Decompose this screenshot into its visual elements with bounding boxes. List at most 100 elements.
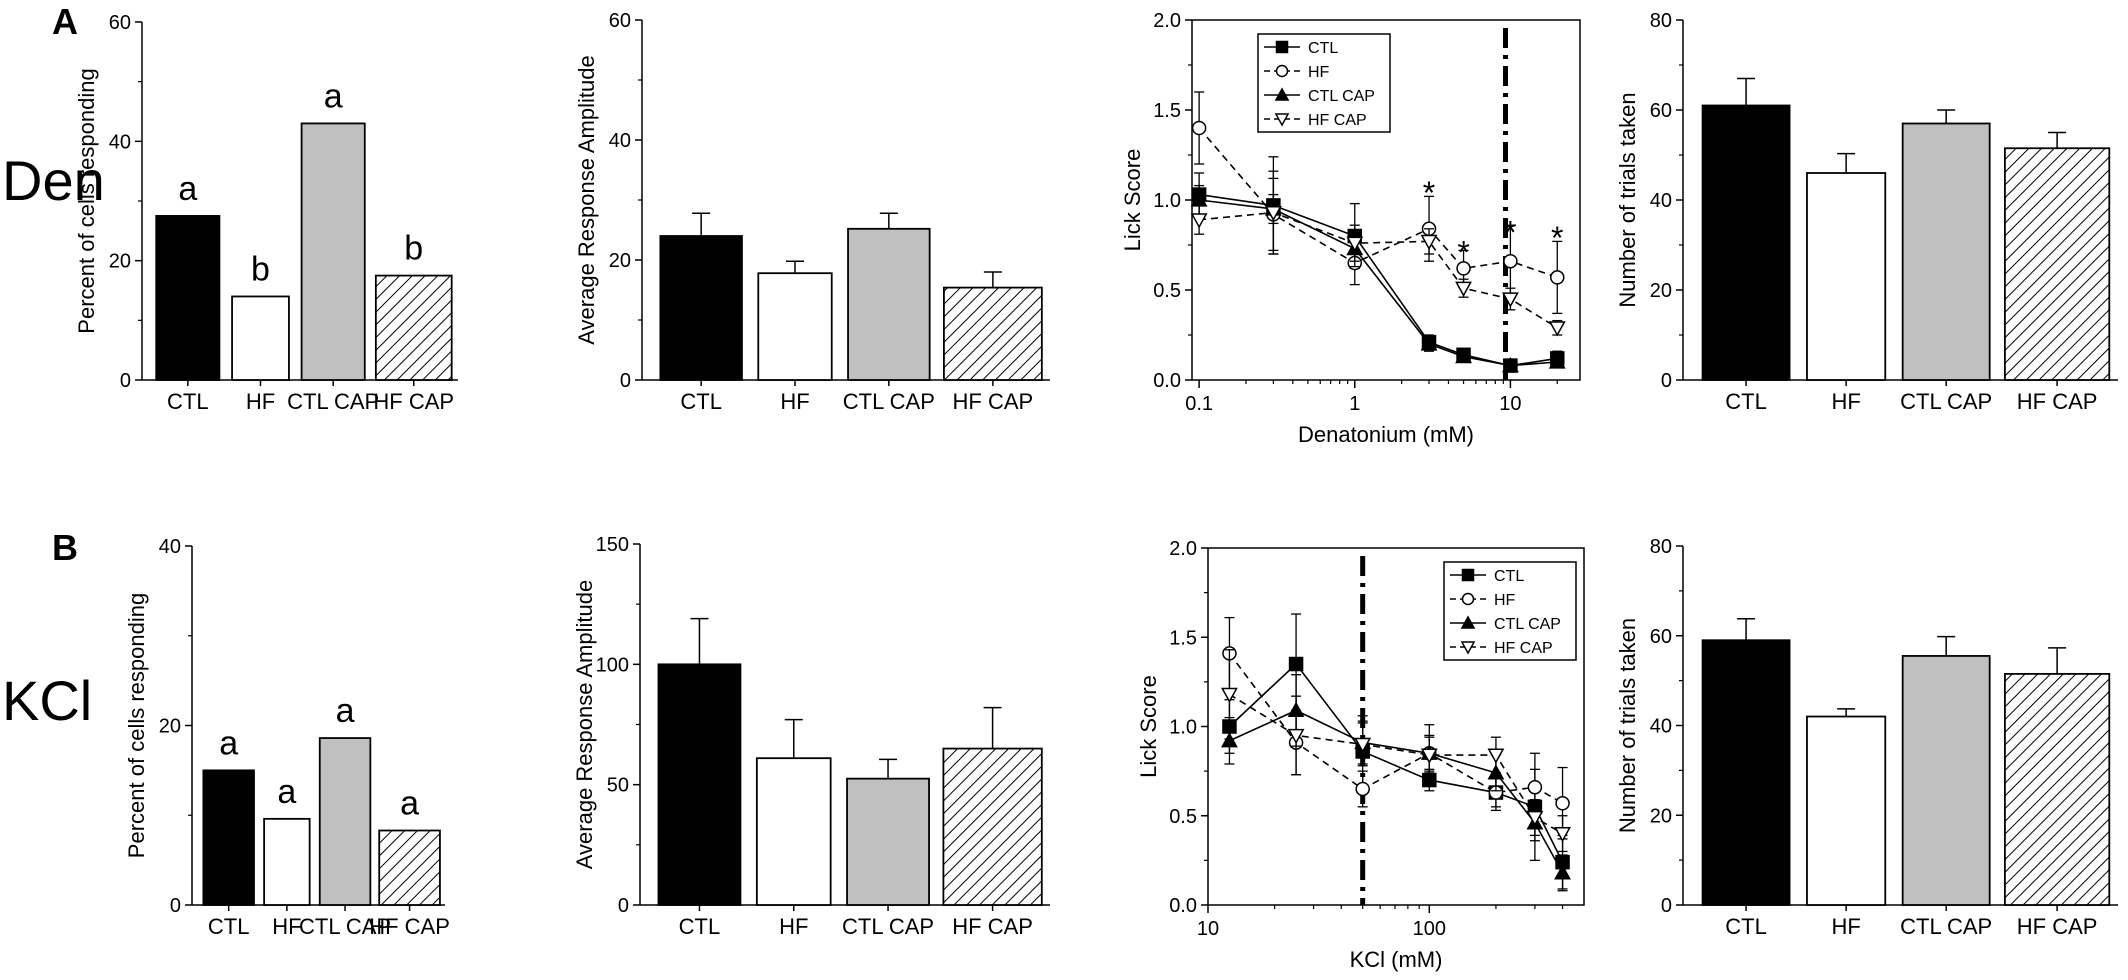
bar-ctl-cap [847, 227, 931, 381]
marker-triangle-down [1346, 236, 1364, 252]
x-tick-label: CTL CAP [299, 914, 391, 939]
y-tick-label: 40 [609, 130, 631, 152]
series-line-hf [1228, 652, 1563, 804]
marker-triangle-down [1354, 737, 1372, 754]
y-tick-label: 20 [609, 250, 631, 272]
x-axis-label: Denatonium (mM) [1298, 422, 1474, 447]
y-tick-label: 40 [109, 131, 131, 153]
marker-square [1461, 568, 1475, 582]
y-axis-label: Percent of cells responding [74, 68, 99, 333]
x-tick-label: 1 [1349, 393, 1360, 415]
marker-triangle [1221, 732, 1238, 748]
x-axis-label: KCl (mM) [1350, 947, 1443, 972]
bar-ctl [202, 769, 255, 906]
bar-hf [263, 817, 311, 906]
chart-b-response-amplitude: 0 50 100 150 Average Response Amplitude CTL HF… [572, 534, 1050, 939]
bar-ctl [1701, 104, 1791, 381]
chart-b-percent-responding: 0 20 40 Percent of cells responding CTL a HF a C… [124, 536, 450, 939]
marker-triangle-down [1274, 113, 1290, 127]
bar-ctl-cap [1901, 122, 1991, 381]
x-tick-label: 0.1 [1185, 393, 1213, 415]
x-tick-label: HF [272, 914, 301, 939]
y-tick-label: 0 [120, 370, 131, 392]
bar-ctl-cap [318, 737, 372, 906]
significance-letter: a [324, 77, 343, 115]
x-tick-label: 100 [1413, 918, 1446, 940]
y-tick-label: 0 [170, 895, 181, 917]
marker-triangle-down [1420, 748, 1438, 764]
bar-ctl-cap [300, 122, 366, 381]
y-tick-label: 40 [159, 536, 181, 558]
bar-hf-cap [943, 286, 1043, 381]
bar-hf-cap [2004, 147, 2111, 381]
x-tick-label: CTL [679, 914, 721, 939]
marker-triangle-down [1501, 292, 1519, 308]
marker-triangle-down [1548, 321, 1566, 337]
bar-hf [231, 295, 290, 381]
bar-ctl [657, 663, 742, 906]
y-tick-label: 60 [1650, 100, 1672, 122]
chart-a-trials-taken: 0 20 40 60 80 Number of trials taken CTL HF CTL … [1615, 10, 2118, 414]
y-axis-label: Lick Score [1136, 675, 1161, 778]
y-axis-label: Percent of cells responding [124, 593, 149, 858]
panel-letter-a: A [52, 1, 78, 42]
x-tick-label: CTL CAP [287, 389, 379, 414]
y-tick-label: 80 [1650, 536, 1672, 558]
row-label-kcl: KCl [2, 669, 92, 732]
y-tick-label: 20 [1650, 805, 1672, 827]
row-label-den: Den [2, 149, 105, 212]
marker-circle [1555, 796, 1570, 811]
x-tick-label: CTL [1725, 914, 1767, 939]
bar-hf-cap [378, 829, 441, 906]
y-axis-label: Average Response Amplitude [574, 55, 599, 344]
marker-circle [1191, 120, 1207, 136]
bar-hf [755, 757, 832, 906]
x-tick-label: CTL [1725, 389, 1767, 414]
x-tick-label: HF CAP [953, 389, 1034, 414]
significance-letter: a [178, 170, 197, 208]
x-tick-label: HF CAP [373, 389, 454, 414]
marker-square [1275, 40, 1289, 54]
marker-triangle-down [1554, 827, 1571, 843]
y-tick-label: 20 [1650, 280, 1672, 302]
significance-letter: b [404, 230, 423, 268]
legend-entry: CTL [1494, 568, 1524, 585]
x-tick-label: CTL [208, 914, 250, 939]
marker-circle [1527, 779, 1543, 795]
x-tick-label: HF CAP [2017, 389, 2098, 414]
y-tick-label: 50 [607, 775, 629, 797]
significance-star: * [1551, 220, 1563, 256]
y-tick-label: 60 [1650, 626, 1672, 648]
marker-circle [1503, 253, 1518, 269]
y-tick-label: 2.0 [1153, 10, 1181, 32]
x-tick-label: 10 [1499, 393, 1521, 415]
y-tick-label: 20 [159, 716, 181, 738]
x-tick-label: CTL [680, 389, 722, 414]
bar-hf-cap [374, 274, 453, 381]
marker-triangle-down [1526, 810, 1544, 827]
marker-triangle [1501, 356, 1519, 373]
x-tick-label: HF CAP [369, 914, 450, 939]
marker-triangle-down [1487, 748, 1505, 764]
marker-triangle-down [1287, 728, 1305, 745]
bar-ctl [1701, 639, 1791, 906]
bar-ctl-cap [846, 777, 930, 906]
y-axis-label: Number of trials taken [1615, 618, 1640, 833]
marker-square [1288, 656, 1304, 672]
y-tick-label: 150 [596, 534, 629, 556]
bar-hf [757, 272, 833, 381]
x-tick-label: HF CAP [952, 914, 1033, 939]
x-tick-label: HF [779, 914, 808, 939]
x-tick-label: CTL CAP [1900, 914, 1992, 939]
x-tick-label: HF [246, 389, 275, 414]
y-tick-label: 80 [1650, 10, 1672, 32]
bar-hf [1806, 172, 1887, 381]
y-tick-label: 0 [1661, 895, 1672, 917]
y-tick-label: 60 [609, 10, 631, 32]
marker-triangle [1554, 864, 1571, 880]
y-tick-label: 1.5 [1169, 627, 1197, 649]
legend-entry: HF CAP [1308, 112, 1367, 129]
marker-circle [1456, 261, 1471, 276]
y-axis-label: Number of trials taken [1615, 92, 1640, 307]
